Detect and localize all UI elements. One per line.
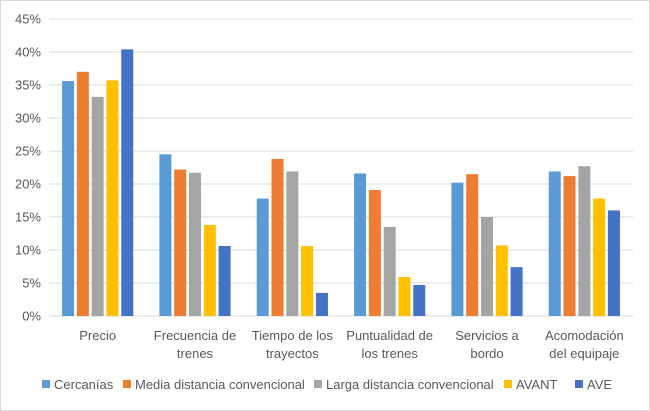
- bar-larga-distancia-convencional-3: [383, 226, 396, 316]
- bar-larga-distancia-convencional-5: [578, 166, 591, 316]
- y-tick-label: 10%: [15, 243, 41, 258]
- legend-label: AVE: [587, 377, 612, 392]
- legend: Cercanías Media distancia convencional Lar…: [42, 377, 612, 392]
- bar-ave-0: [121, 49, 134, 317]
- y-tick-label: 30%: [15, 111, 41, 126]
- bar-ave-5: [607, 210, 620, 316]
- y-tick-label: 20%: [15, 177, 41, 192]
- x-category-label: Frecuencia de: [154, 328, 236, 343]
- y-axis-ticks: 0% 5% 10% 15% 20% 25% 30% 35% 40% 45%: [15, 12, 41, 324]
- legend-label: Media distancia convencional: [135, 377, 305, 392]
- bars: [62, 49, 620, 317]
- x-category-label: Precio: [79, 328, 116, 343]
- bar-avant-2: [301, 246, 314, 316]
- bar-cercan-as-5: [548, 171, 561, 316]
- bar-media-distancia-convencional-5: [563, 176, 576, 316]
- bar-larga-distancia-convencional-4: [481, 217, 493, 316]
- bar-larga-distancia-convencional-0: [91, 96, 104, 316]
- x-category-label: Tiempo de los: [252, 328, 334, 343]
- y-tick-label: 45%: [15, 12, 41, 27]
- legend-swatch: [42, 380, 50, 388]
- bar-avant-3: [398, 277, 411, 316]
- legend-swatch: [123, 380, 131, 388]
- x-category-label: trenes: [177, 346, 214, 361]
- y-tick-label: 40%: [15, 45, 41, 60]
- x-category-label: bordo: [470, 346, 503, 361]
- x-category-label: Acomodación: [545, 328, 624, 343]
- bar-avant-4: [495, 245, 508, 316]
- bar-avant-0: [106, 80, 119, 316]
- bar-ave-4: [510, 267, 523, 316]
- bar-media-distancia-convencional-2: [271, 158, 284, 316]
- x-category-label: trayectos: [266, 346, 319, 361]
- y-tick-label: 15%: [15, 210, 41, 225]
- bar-ave-3: [413, 284, 426, 316]
- bar-larga-distancia-convencional-1: [189, 172, 201, 316]
- bar-media-distancia-convencional-1: [174, 169, 187, 316]
- bar-ave-1: [218, 246, 231, 316]
- bar-larga-distancia-convencional-2: [286, 171, 299, 316]
- x-category-label: del equipaje: [549, 346, 619, 361]
- bar-avant-5: [593, 198, 606, 316]
- legend-swatch: [504, 380, 512, 388]
- bar-media-distancia-convencional-3: [368, 189, 381, 316]
- legend-label: Larga distancia convencional: [326, 377, 494, 392]
- bar-media-distancia-convencional-0: [76, 71, 89, 316]
- bar-avant-1: [203, 224, 216, 316]
- bar-cercan-as-3: [354, 173, 367, 316]
- bar-cercan-as-0: [62, 81, 75, 316]
- bar-cercan-as-2: [256, 198, 269, 316]
- x-category-label: los trenes: [361, 346, 418, 361]
- bar-media-distancia-convencional-4: [466, 174, 479, 316]
- gridlines: [49, 18, 633, 317]
- legend-label: AVANT: [516, 377, 557, 392]
- y-tick-label: 0%: [22, 309, 41, 324]
- x-category-label: Servicios a: [455, 328, 519, 343]
- bar-cercan-as-1: [159, 154, 172, 316]
- x-axis-categories: Precio Frecuencia de trenes Tiempo de los tr…: [79, 328, 623, 361]
- legend-label: Cercanías: [54, 377, 114, 392]
- legend-swatch: [575, 380, 583, 388]
- y-tick-label: 35%: [15, 78, 41, 93]
- y-tick-label: 5%: [22, 276, 41, 291]
- y-tick-label: 25%: [15, 144, 41, 159]
- bar-cercan-as-4: [451, 182, 464, 316]
- x-category-label: Puntualidad de: [346, 328, 433, 343]
- legend-swatch: [314, 380, 322, 388]
- bar-ave-2: [315, 292, 328, 316]
